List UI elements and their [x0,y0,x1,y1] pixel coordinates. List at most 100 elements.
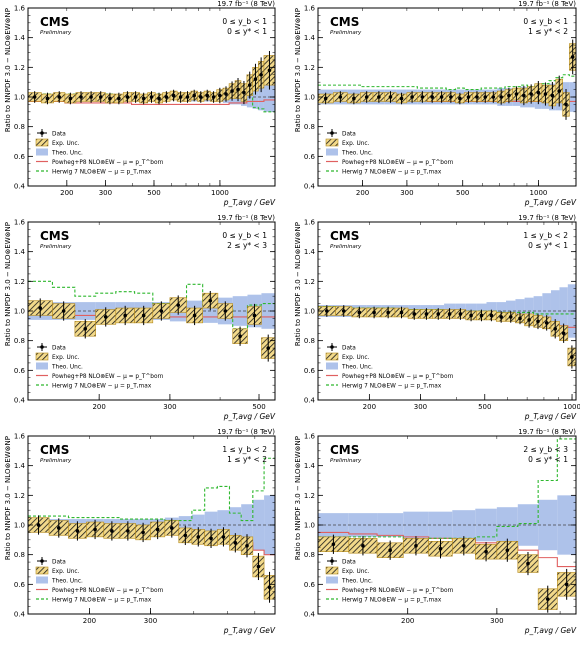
y-tick-label: 1.2 [14,64,25,72]
data-point [469,313,473,318]
legend-data-marker [40,131,44,135]
y-tick-label: 0.4 [14,611,26,619]
data-point [357,310,362,315]
data-point [557,89,562,93]
legend-label-exp: Exp. Unc. [52,355,80,361]
y-tick-label: 1.0 [304,522,315,530]
data-point [399,96,404,101]
y-tick-label: 0.4 [304,611,316,619]
theo-unc-band [496,507,518,543]
x-tick-label: 1000 [211,189,229,197]
legend-label-herwig: Herwig 7 NLO⊗EW − μ = p_T,max [52,170,152,176]
y-tick-label: 1.4 [304,34,316,42]
data-point [388,95,393,99]
herwig-series-line [318,74,576,91]
legend-data-marker [330,345,334,349]
legend-label-data: Data [342,346,356,352]
data-point [412,312,417,316]
data-point [338,95,343,99]
data-point [178,95,183,99]
data-point [245,543,249,548]
x-tick-label: 200 [363,403,376,411]
legend-label-exp: Exp. Unc. [342,355,370,361]
data-point [157,96,161,101]
data-point [553,327,558,331]
theo-unc-band [517,504,539,546]
data-point [536,319,540,324]
legend-label-exp: Exp. Unc. [52,569,80,575]
data-point [141,530,145,535]
legend-data-marker [40,559,44,563]
lumi-label: 19.7 fb⁻¹ (8 TeV) [518,0,576,8]
data-point [527,318,531,322]
herwig-series-line [318,438,576,541]
data-point [543,92,548,96]
data-point [449,95,453,99]
data-point [176,303,181,307]
region-label-yb: 1 ≤ y_b < 2 [523,231,568,240]
data-point [462,543,466,548]
lumi-label: 19.7 fb⁻¹ (8 TeV) [217,214,275,222]
legend-theo-swatch [36,148,48,156]
y-tick-label: 0.6 [14,153,26,161]
y-tick-label: 1.2 [304,64,315,72]
y-tick-label: 0.4 [304,183,316,191]
data-point [159,309,164,313]
region-label-ystar: 2 ≤ y* < 3 [227,241,267,250]
legend-label-powheg: Powheg+P8 NLO⊗EW − μ = p_T^born [342,374,454,380]
legend-data-marker [40,345,44,349]
y-tick-label: 1.6 [304,433,316,441]
data-point [424,312,429,316]
data-point [56,526,61,530]
legend: Data Exp. Unc. Theo. Unc. Powheg+P8 NLO⊗EW … [35,129,164,176]
herwig-series-line [28,457,275,522]
y-tick-label: 0.8 [14,551,25,559]
data-point [331,542,336,547]
data-point [183,533,188,538]
y-tick-label: 0.6 [14,367,26,375]
legend-label-data: Data [342,560,356,566]
y-tick-label: 1.6 [14,219,26,227]
theo-unc-band [538,499,558,551]
region-label-yb: 0 ≤ y_b < 1 [523,17,568,26]
y-tick-label: 1.4 [14,34,26,42]
y-tick-label: 0.4 [14,397,26,405]
y-tick-label: 1.4 [304,462,316,470]
y-tick-label: 0.6 [304,153,316,161]
legend-label-data: Data [52,346,66,352]
x-axis-label: p_T,avg / GeV [223,412,276,421]
cms-label: CMS [40,15,69,29]
data-point [267,585,272,590]
data-point [211,95,216,99]
x-axis-label: p_T,avg / GeV [524,198,577,207]
x-tick-label: 300 [490,617,503,625]
legend-label-theo: Theo. Unc. [341,579,373,585]
data-point [430,95,434,99]
preliminary-label: Preliminary [40,244,72,250]
data-point [550,93,555,98]
region-label-yb: 2 ≤ y_b < 3 [523,445,568,454]
legend-label-powheg: Powheg+P8 NLO⊗EW − μ = p_T^born [52,160,164,166]
legend-theo-swatch [36,362,48,370]
legend-exp-swatch [325,352,339,361]
y-tick-label: 1.6 [304,5,316,13]
data-point [518,316,522,321]
y-axis-title: Ratio to NNPDF 3.0 − NLO⊗EW⊗NP [294,436,302,560]
data-point [169,526,174,530]
y-axis-title: Ratio to NNPDF 3.0 − NLO⊗EW⊗NP [4,436,12,560]
x-tick-label: 500 [456,189,469,197]
panel-plot-area [318,39,576,120]
data-point [352,96,356,101]
preliminary-label: Preliminary [330,244,362,250]
x-tick-label: 200 [60,189,73,197]
data-point [570,55,575,59]
legend: Data Exp. Unc. Theo. Unc. Powheg+P8 NLO⊗EW … [325,343,454,390]
panel-plot-area [28,280,275,362]
y-tick-label: 1.4 [14,462,26,470]
data-point [483,95,488,99]
x-tick-label: 300 [400,189,413,197]
x-axis-label: p_T,avg / GeV [524,412,577,421]
data-point [198,95,203,99]
x-tick-label: 500 [147,189,160,197]
